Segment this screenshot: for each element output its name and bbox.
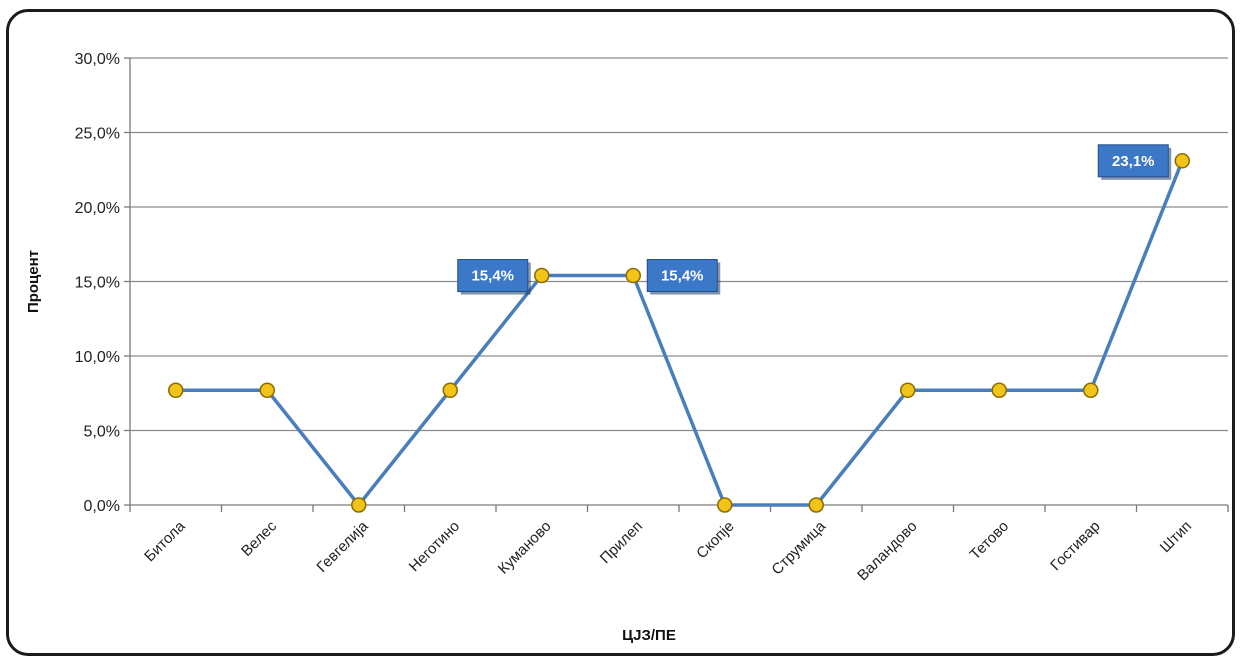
data-point	[168, 382, 184, 399]
data-point	[1083, 382, 1099, 399]
x-tick-label: Струмица	[768, 517, 829, 578]
data-point	[717, 497, 733, 513]
data-point	[534, 267, 550, 284]
x-tick-label: Прилеп	[597, 518, 646, 567]
y-tick-label: 30,0%	[75, 51, 120, 68]
y-tick-label: 25,0%	[75, 126, 120, 143]
x-tick-label: Скопје	[693, 518, 737, 562]
data-point	[808, 497, 824, 513]
y-tick-label: 0,0%	[84, 498, 120, 515]
x-tick-label: Гевгелија	[313, 517, 372, 576]
data-point	[1174, 153, 1190, 169]
x-tick-label: Гостивар	[1047, 518, 1103, 574]
y-tick-label: 10,0%	[75, 349, 120, 366]
data-label-box	[457, 259, 529, 293]
y-tick-label: 5,0%	[84, 424, 120, 441]
data-label-box	[646, 259, 718, 293]
data-label: 15,4%	[471, 268, 514, 285]
data-point	[625, 267, 641, 284]
series-line	[175, 160, 1184, 507]
y-tick-label: 15,0%	[75, 275, 120, 292]
chart-frame	[6, 9, 1235, 656]
x-axis-title: ЦЈЗ/ПЕ	[622, 627, 676, 644]
x-tick-label: Битола	[141, 517, 189, 565]
data-label: 15,4%	[661, 268, 704, 285]
x-tick-label: Валандово	[854, 518, 920, 584]
x-tick-label: Тетово	[967, 518, 1013, 564]
y-axis-title: Процент	[25, 250, 42, 313]
x-tick-label: Штип	[1157, 518, 1195, 556]
data-point	[351, 497, 367, 513]
data-label-box	[1097, 144, 1169, 178]
x-tick-label: Неготино	[406, 518, 463, 575]
data-label: 23,1%	[1112, 153, 1155, 170]
data-point	[259, 382, 275, 399]
data-point	[442, 382, 458, 399]
x-tick-label: Велес	[238, 517, 280, 559]
y-tick-label: 20,0%	[75, 200, 120, 217]
data-point	[991, 382, 1007, 399]
x-tick-label: Куманово	[495, 518, 555, 578]
data-point	[900, 382, 916, 399]
